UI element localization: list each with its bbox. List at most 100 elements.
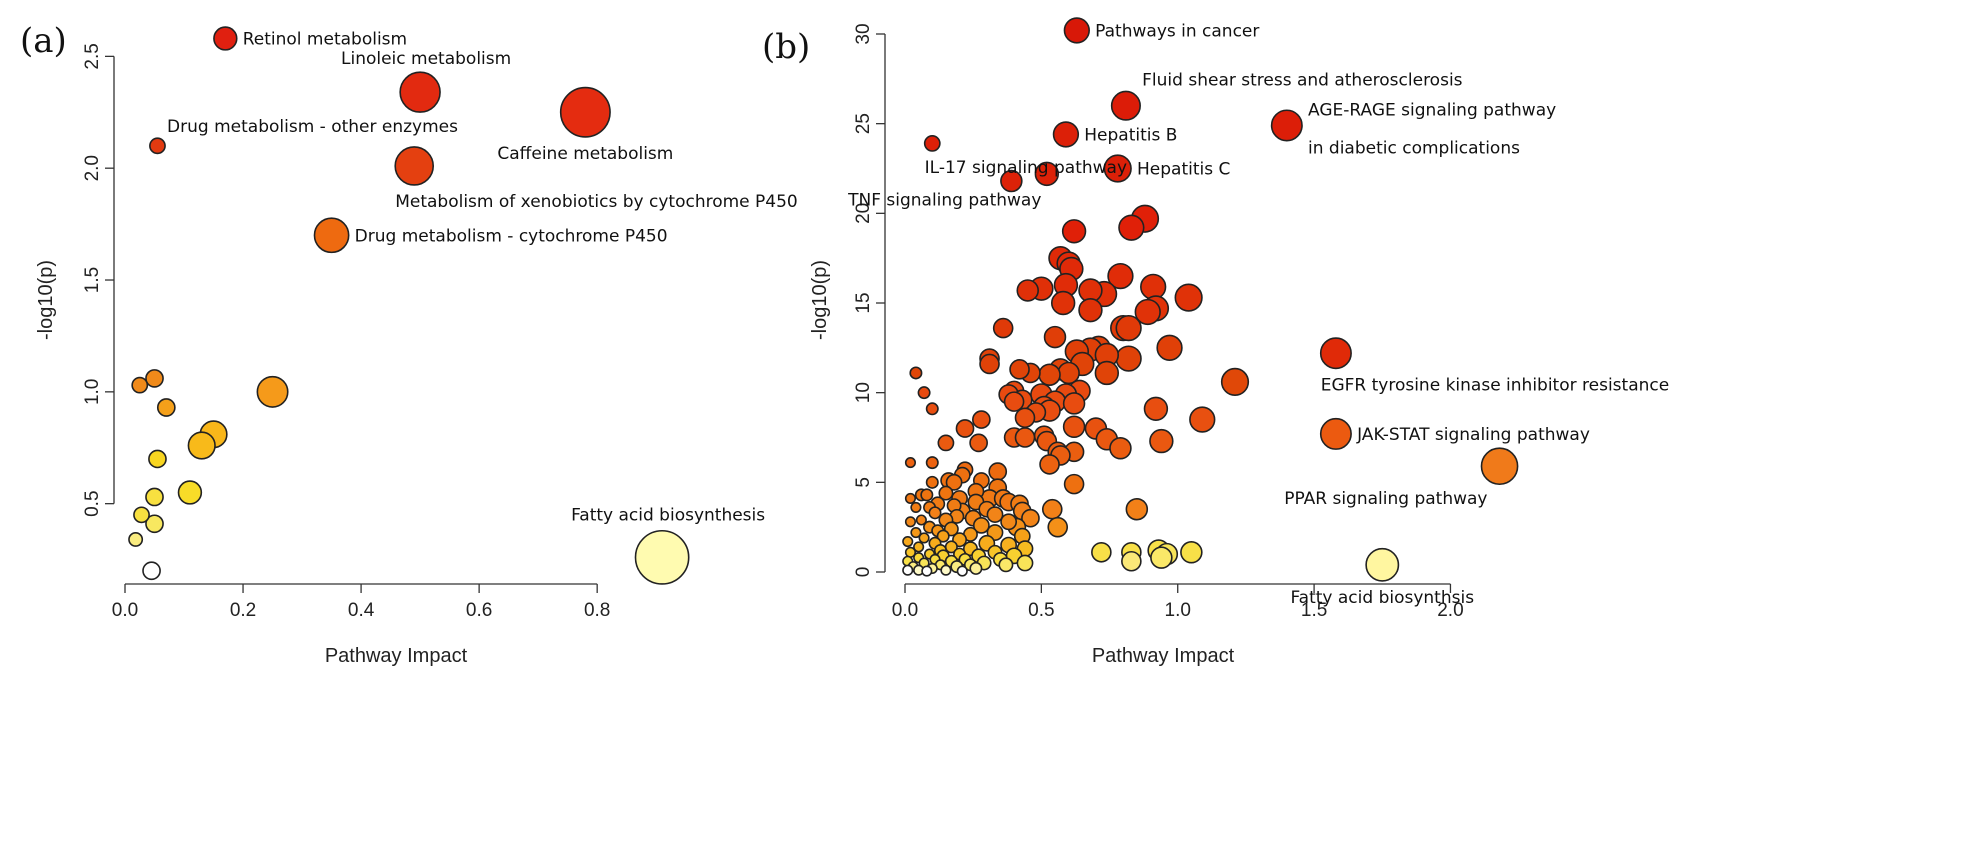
data-point [918,532,930,544]
data-point [969,561,983,575]
y-tick-label: 1.0 [82,379,103,405]
data-point [1150,546,1173,569]
point-annotation: EGFR tyrosine kinase inhibitor resistanc… [1321,375,1670,395]
data-point [128,532,144,547]
data-point [972,516,990,534]
data-point [1115,314,1142,342]
data-point [145,487,164,507]
y-tick-label: 25 [853,113,874,134]
y-axis-title: -log10(p) [35,260,57,340]
x-tick-label: 0.5 [1028,600,1054,621]
point-annotation: Caffeine metabolism [497,144,673,164]
data-point [1063,473,1085,495]
point-annotation: JAK-STAT signaling pathway [1356,425,1590,445]
data-point [1091,541,1112,563]
y-tick-label: 2.5 [82,43,103,69]
data-point [559,86,611,138]
data-point [156,398,176,417]
data-point [142,561,161,581]
y-tick-label: 5 [853,477,874,488]
data-point [313,217,350,254]
data-point [148,449,167,469]
point-annotation: Fatty acid biosynthesis [571,506,765,526]
data-point [1107,262,1134,290]
data-point [1038,363,1061,386]
data-point [1143,396,1169,422]
y-tick-label: 10 [853,382,874,403]
point-annotation: Hepatitis C [1137,160,1230,180]
data-point [1034,161,1060,187]
data-point [979,353,1000,375]
data-point [1189,406,1216,433]
point-annotation: AGE-RAGE signaling pathway [1308,100,1556,120]
point-annotation: Fluid shear stress and atherosclerosis [1142,70,1463,90]
y-tick-label: 0.5 [82,490,103,516]
data-point [992,317,1014,339]
point-annotation: Drug metabolism - other enzymes [167,117,458,137]
data-point [1140,273,1167,301]
data-point [945,473,963,491]
x-tick-label: 0.6 [466,600,492,621]
data-point [1365,547,1400,582]
x-tick-label: 0.4 [348,600,375,621]
data-point [910,526,922,539]
data-point [394,146,435,186]
data-point [1109,437,1132,460]
data-point [1319,337,1352,370]
data-point [131,376,149,394]
data-point [1052,121,1080,148]
data-point [145,514,164,534]
data-point [1062,392,1086,415]
y-tick-label: 1.5 [82,267,103,293]
data-point [1014,427,1036,448]
data-point [1220,367,1250,397]
data-point [1014,407,1036,429]
data-point [1125,497,1149,521]
data-point [1003,391,1025,412]
data-point [1480,447,1519,486]
point-annotation: Drug metabolism - cytochrome P450 [355,226,668,246]
data-point [1270,109,1303,142]
data-point [1115,345,1142,372]
point-annotation: PPAR signaling pathway [1284,489,1487,509]
data-point [187,431,216,460]
data-point [915,514,927,526]
data-point [1121,550,1142,572]
data-point [925,402,939,416]
data-point [1063,17,1090,44]
y-tick-label: 2.0 [82,155,103,181]
data-point [1149,428,1174,454]
data-point [998,557,1014,573]
data-point [909,366,923,380]
data-point [1103,154,1132,183]
data-point [1000,513,1018,531]
x-tick-label: 0.0 [892,600,918,621]
data-point [256,375,289,408]
panel-a: (a) 0.0 0.2 0.4 0.6 0.8 0.5 1.0 1.5 2.0 2.5 Pathway… [20,21,798,667]
data-point [149,137,166,155]
point-annotation: Pathways in cancer [1095,21,1259,41]
data-point [910,501,922,513]
data-point [1000,169,1023,193]
point-annotation: TNF signaling pathway [847,190,1041,210]
data-point [902,535,914,548]
data-point [936,529,950,543]
data-point [1047,516,1069,538]
data-point [1078,297,1103,323]
data-point [969,433,988,453]
data-point [902,564,914,576]
data-point [1043,325,1067,349]
data-point [1050,290,1076,316]
y-axis-title: -log10(p) [809,260,831,340]
data-point [913,541,925,553]
data-point [917,386,931,400]
x-axis-title: Pathway Impact [1092,645,1235,667]
y-tick-label: 15 [853,292,874,313]
data-point [634,529,690,585]
x-tick-label: 1.5 [1301,600,1327,621]
data-point [1021,508,1040,528]
x-axis-title: Pathway Impact [325,645,468,667]
data-point [1110,90,1141,121]
data-point [1061,219,1087,244]
